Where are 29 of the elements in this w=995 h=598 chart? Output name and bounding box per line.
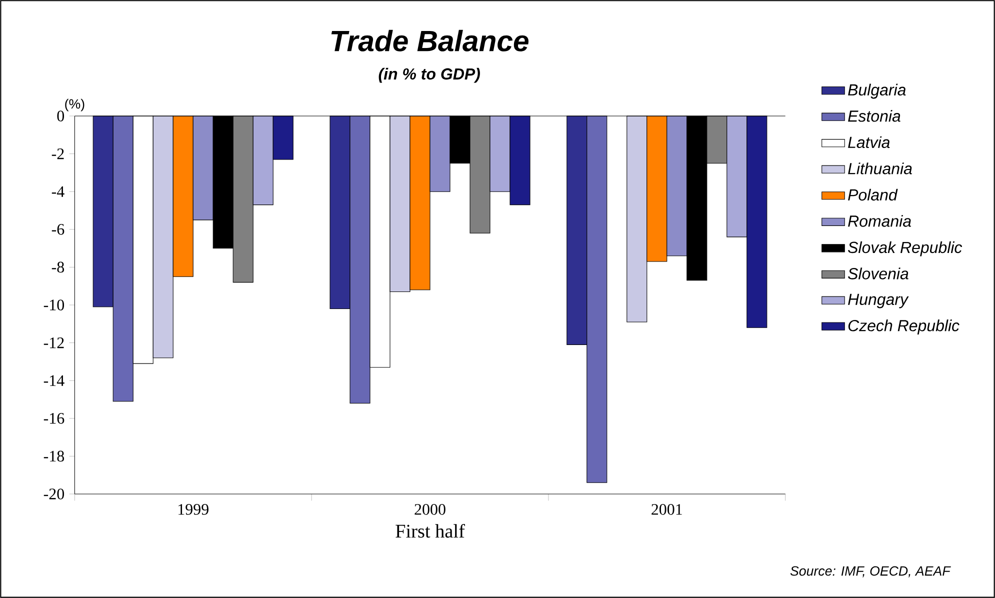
y-tick-label: -16 [44, 413, 64, 424]
y-tick-label: -12 [44, 337, 64, 348]
legend-label: Bulgaria [848, 84, 906, 99]
y-tick-label: -10 [44, 300, 64, 310]
chart-subtitle: (in % to GDP) [378, 68, 480, 83]
legend-label: Slovak Republic [848, 241, 962, 256]
y-tick-label: -14 [44, 375, 64, 386]
x-axis-title: First half [396, 524, 465, 538]
legend-label: Czech Republic [848, 320, 960, 334]
legend-label: Hungary [848, 294, 909, 308]
chart-title: Trade Balance [331, 30, 528, 52]
legend-label: Estonia [848, 110, 900, 122]
source-note: Source: IMF, OECD, AEAF [790, 566, 951, 578]
legend-label: Slovenia [848, 268, 908, 280]
y-tick-label: -20 [44, 488, 64, 500]
legend-label: Poland [848, 188, 898, 201]
y-tick-label: 0 [57, 110, 64, 122]
y-tick-label: -6 [52, 224, 64, 235]
legend-label: Latvia [848, 136, 890, 148]
x-tick-label: 2001 [652, 504, 682, 515]
x-tick-label: 2000 [414, 504, 446, 515]
legend-label: Lithuania [848, 162, 912, 174]
y-axis-title: (%) [65, 98, 84, 112]
y-tick-label: -18 [44, 450, 64, 462]
x-tick-label: 1999 [178, 504, 208, 515]
y-tick-label: -8 [52, 262, 64, 273]
y-tick-label: -2 [52, 148, 64, 160]
y-tick-label: -4 [52, 186, 64, 197]
legend-label: Romania [848, 215, 912, 227]
